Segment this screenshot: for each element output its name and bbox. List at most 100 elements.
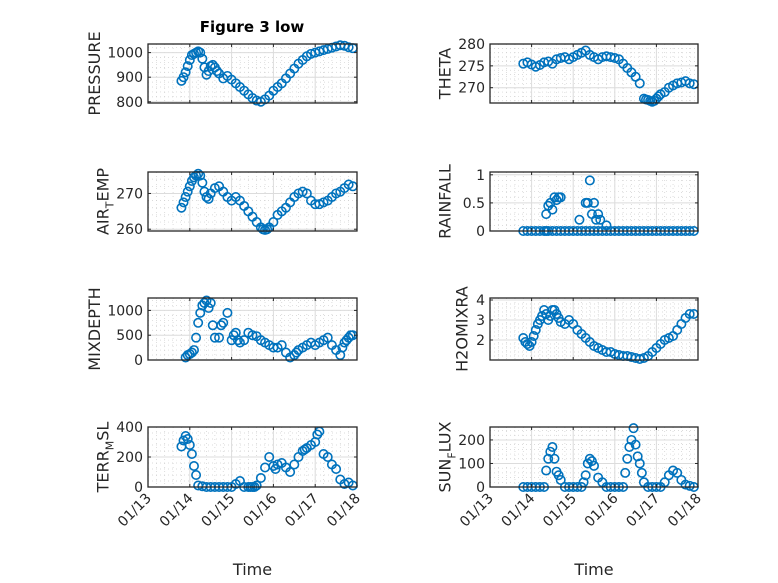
data-point [191,332,202,343]
data-point [188,460,199,471]
data-point [601,220,612,231]
data-point [555,474,566,485]
data-point [222,307,233,318]
data-point [582,197,593,208]
data-point [630,439,641,450]
data-point [322,332,333,343]
x-tick-label: 01/16 [582,490,622,530]
data-point [193,317,204,328]
data-point [209,332,220,343]
data-point [634,353,645,364]
data-point [211,66,222,77]
data-point [609,52,620,63]
data-point [622,453,633,464]
data-point [184,439,195,450]
data-point [526,336,537,347]
axes-box [147,297,358,361]
data-point [199,186,210,197]
axes-box [489,171,699,232]
y-axis-label: PRESSURE [85,31,104,115]
axes-box [489,297,699,361]
data-series [180,295,358,363]
figure-title: Figure 3 low [200,18,305,36]
data-point [188,345,199,356]
data-series [518,45,699,107]
data-point [301,188,312,199]
data-point [543,453,554,464]
data-point [232,335,243,346]
y-tick-label: 800 [116,95,143,111]
x-tick-label: 01/14 [157,490,197,530]
y-tick-label: 1000 [107,303,143,319]
data-point [216,320,227,331]
data-point [620,467,631,478]
x-tick-label: 01/18 [665,491,705,531]
data-point [239,335,250,346]
data-point [268,217,279,228]
data-point [584,453,595,464]
data-point [549,192,560,203]
y-axis-label: SUNFLUX [436,421,459,492]
data-point [624,441,635,452]
data-point [595,214,606,225]
x-tick-label: 01/15 [199,491,239,531]
y-tick-label: 270 [458,81,485,97]
y-axis-label: MIXDEPTH [85,287,104,370]
y-tick-label: 0 [134,480,143,496]
data-point [197,177,208,188]
data-point [176,202,187,213]
data-point [191,469,202,480]
data-point [178,197,189,208]
y-tick-label: 260 [116,222,143,238]
y-tick-label: 500 [116,328,143,344]
data-point [180,192,191,203]
data-point [182,61,193,72]
data-point [672,467,683,478]
y-tick-label: 275 [458,59,485,75]
data-point [178,72,189,83]
x-tick-label: 01/16 [240,490,280,530]
data-point [289,459,300,470]
data-point [547,441,558,452]
data-point [593,209,604,220]
data-point [186,347,197,358]
data-point [588,460,599,471]
y-axis-label: THETA [436,48,455,100]
data-point [182,433,193,444]
x-tick-label: 01/13 [115,491,155,531]
x-tick-label: 01/18 [324,491,364,531]
x-tick-label: 01/17 [282,491,322,531]
data-series [518,304,699,364]
y-tick-label: 2 [476,333,485,349]
data-point [186,448,197,459]
data-point [553,470,564,481]
y-tick-label: 0.5 [463,196,485,212]
data-point [276,340,287,351]
y-tick-label: 270 [116,186,143,202]
data-point [634,78,645,89]
data-point [530,324,541,335]
data-point [214,332,225,343]
data-point [291,347,302,358]
x-tick-label: 01/14 [499,490,539,530]
y-tick-label: 0 [134,353,143,369]
axes-box [489,43,699,104]
y-axis-label: H2OMIXRA [453,286,472,372]
y-tick-label: 200 [116,450,143,466]
data-point [218,317,229,328]
y-axis-label: RAINFALL [436,164,455,239]
data-point [574,214,585,225]
y-tick-label: 0 [476,480,485,496]
y-axis-label: AIRTEMP [94,168,117,235]
data-point [628,423,639,434]
data-point [684,308,695,319]
data-point [588,197,599,208]
data-point [251,480,262,491]
x-axis-label: Time [573,560,613,579]
data-point [203,302,214,313]
data-point [636,467,647,478]
data-point [586,456,597,467]
data-point [343,42,354,53]
